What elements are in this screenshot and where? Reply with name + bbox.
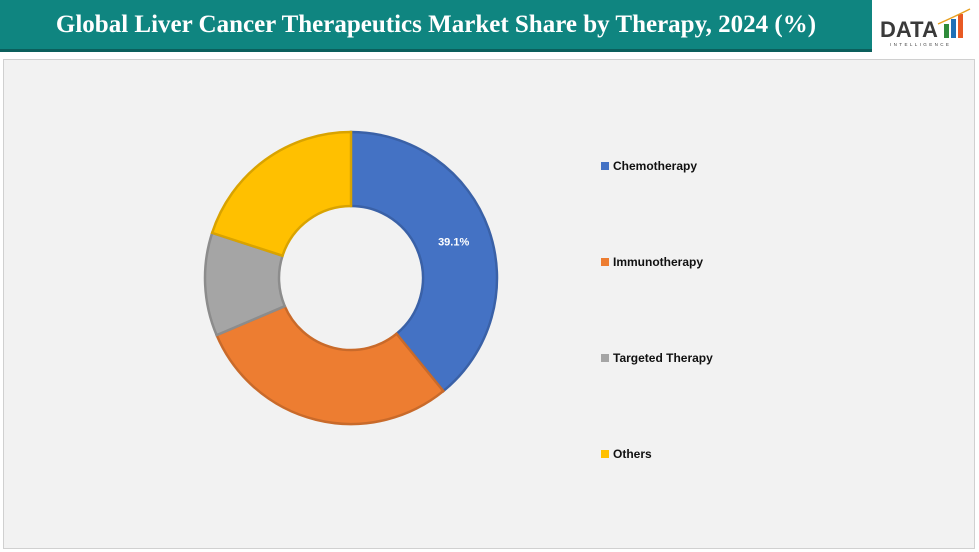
legend-item: Immunotherapy [601, 255, 703, 269]
legend-swatch [601, 450, 609, 458]
slice-chemotherapy [349, 130, 499, 393]
title-bar: Global Liver Cancer Therapeutics Market … [0, 0, 872, 52]
legend-swatch [601, 162, 609, 170]
datam-intelligence-logo: DATA INTELLIGENCE [876, 4, 976, 54]
chart-panel: 39.1% Chemotherapy Immunotherapy Targeted … [3, 59, 975, 549]
legend-label: Others [613, 447, 652, 461]
legend-label: Chemotherapy [613, 159, 698, 173]
data-label: 39.1% [438, 236, 469, 248]
donut-chart: 39.1% [203, 130, 499, 426]
svg-text:DATA: DATA [880, 17, 938, 42]
legend-item: Targeted Therapy [601, 351, 713, 365]
legend-swatch [601, 354, 609, 362]
legend-item: Others [601, 447, 652, 461]
legend-label: Immunotherapy [613, 255, 704, 269]
legend-item: Chemotherapy [601, 159, 697, 173]
slice-immunotherapy [215, 304, 446, 426]
legend-swatch [601, 258, 609, 266]
page-title: Global Liver Cancer Therapeutics Market … [55, 11, 817, 38]
svg-text:INTELLIGENCE: INTELLIGENCE [890, 42, 951, 47]
legend-label: Targeted Therapy [613, 351, 713, 365]
slice-others [210, 130, 353, 258]
